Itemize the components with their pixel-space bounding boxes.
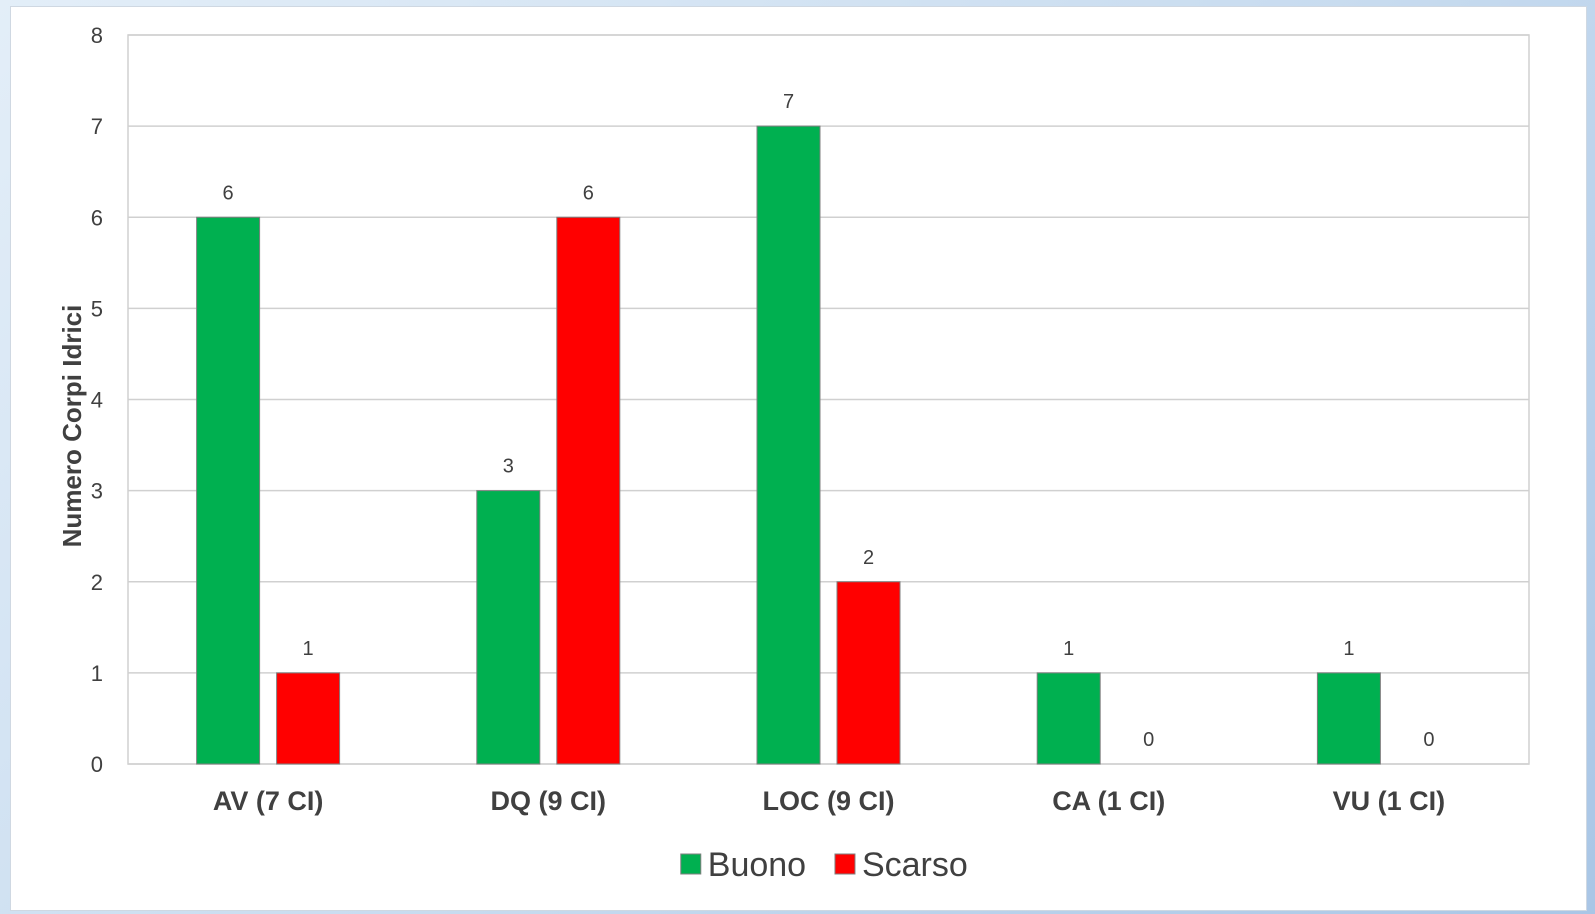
data-label: 0 xyxy=(1143,729,1154,751)
data-label: 1 xyxy=(303,638,314,660)
bar-buono xyxy=(476,490,541,765)
bar-scarso xyxy=(276,672,341,765)
bars xyxy=(196,125,1381,765)
data-label: 1 xyxy=(1343,638,1354,660)
data-labels: 6 1 3 6 7 2 1 0 1 0 xyxy=(223,91,1435,751)
x-category-label: LOC (9 CI) xyxy=(763,786,895,816)
legend-swatch-buono xyxy=(680,853,702,875)
bar-buono xyxy=(756,125,821,765)
legend-label-buono: Buono xyxy=(708,846,806,884)
bar-buono xyxy=(1316,672,1381,765)
plot-area-border xyxy=(127,34,1530,765)
y-tick-label: 8 xyxy=(91,23,103,48)
data-label: 7 xyxy=(783,91,794,113)
y-tick-label: 4 xyxy=(91,388,103,413)
data-label: 1 xyxy=(1063,638,1074,660)
y-tick-label: 7 xyxy=(91,114,103,139)
bar-scarso xyxy=(836,581,901,765)
data-label: 0 xyxy=(1423,729,1434,751)
data-label: 3 xyxy=(503,456,514,478)
y-tick-label: 0 xyxy=(91,752,103,777)
bar-scarso xyxy=(556,216,621,765)
data-label: 2 xyxy=(863,547,874,569)
gridlines xyxy=(127,34,1530,765)
x-axis-categories: AV (7 CI) DQ (9 CI) LOC (9 CI) CA (1 CI) VU … xyxy=(213,786,1445,816)
legend-label-scarso: Scarso xyxy=(862,846,968,884)
y-tick-label: 6 xyxy=(91,205,103,230)
y-axis-ticks: 0 1 2 3 4 5 6 7 8 xyxy=(91,23,103,777)
x-category-label: AV (7 CI) xyxy=(213,786,324,816)
bar-buono xyxy=(1036,672,1101,765)
data-label: 6 xyxy=(583,182,594,204)
y-axis-title: Numero Corpi Idrici xyxy=(57,305,87,548)
y-tick-label: 5 xyxy=(91,296,103,321)
x-category-label: CA (1 CI) xyxy=(1052,786,1165,816)
legend-swatch-scarso xyxy=(834,853,856,875)
y-tick-label: 3 xyxy=(91,479,103,504)
legend: Buono Scarso xyxy=(680,846,968,884)
x-category-label: VU (1 CI) xyxy=(1333,786,1446,816)
chart-frame: 0 1 2 3 4 5 6 7 8 6 1 3 6 7 2 1 0 1 0 AV (7 CI) DQ (9 CI) L… xyxy=(10,6,1587,911)
y-tick-label: 1 xyxy=(91,661,103,686)
x-category-label: DQ (9 CI) xyxy=(491,786,607,816)
bar-buono xyxy=(196,216,261,765)
y-tick-label: 2 xyxy=(91,570,103,595)
data-label: 6 xyxy=(223,182,234,204)
bar-chart: 0 1 2 3 4 5 6 7 8 6 1 3 6 7 2 1 0 1 0 AV (7 CI) DQ (9 CI) L… xyxy=(57,23,1530,884)
